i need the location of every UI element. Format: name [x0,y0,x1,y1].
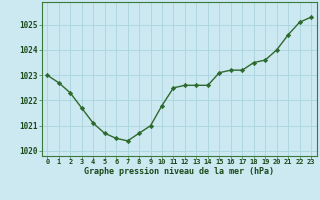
X-axis label: Graphe pression niveau de la mer (hPa): Graphe pression niveau de la mer (hPa) [84,167,274,176]
